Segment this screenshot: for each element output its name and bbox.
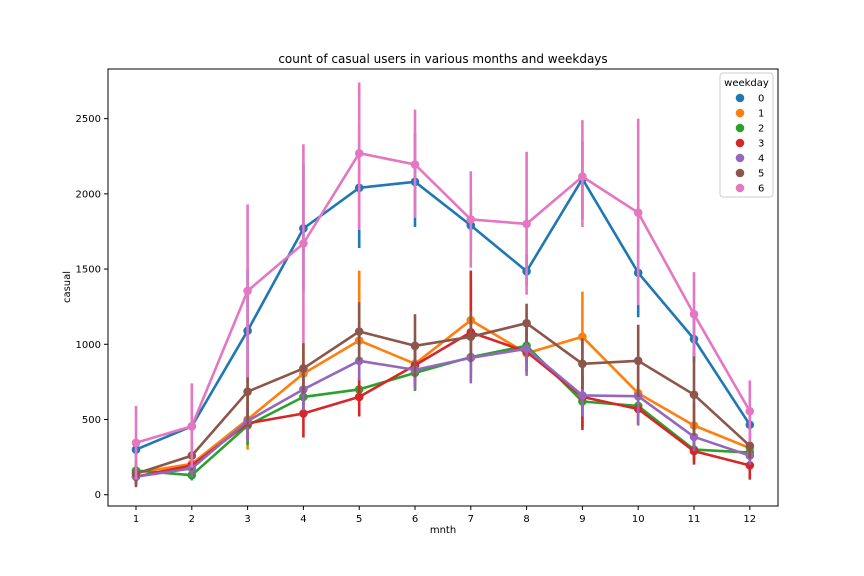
y-tick-label: 2500 [76,114,101,125]
x-tick-label: 10 [632,514,645,525]
x-tick-label: 5 [356,514,362,525]
legend-label: 2 [758,124,764,135]
data-point [243,286,252,296]
data-point [187,421,197,431]
legend-box [719,72,774,198]
data-point [466,332,476,342]
y-axis-label: casual [62,271,73,303]
chart-title: count of casual users in various months … [278,52,607,66]
y-axis: 0 500 1000 1500 2000 2500 [76,114,108,501]
data-point [578,332,587,342]
legend: weekday 0 1 2 3 4 5 6 [719,72,774,198]
y-tick-label: 1000 [76,340,101,351]
x-tick-label: 2 [189,514,195,525]
x-axis: 1 2 3 4 5 6 7 8 9 10 11 12 [133,506,756,525]
y-tick-label: 0 [95,490,101,501]
data-point [689,390,699,399]
series-line [135,321,751,475]
legend-label: 4 [758,154,764,165]
plot-area [107,68,779,507]
x-tick-label: 4 [300,514,306,525]
x-tick-label: 9 [579,514,585,525]
data-point [354,327,364,336]
data-point [633,208,643,217]
data-point [466,215,476,224]
x-axis-label: mnth [430,525,456,536]
y-tick-label: 2000 [76,189,101,200]
data-point [578,359,587,369]
legend-marker [735,123,745,133]
series-5 [131,302,755,488]
data-point [410,341,420,351]
y-tick-label: 500 [82,415,101,426]
y-tick-label: 1500 [76,265,101,276]
data-point [410,160,420,169]
series-line [135,177,751,451]
data-point [745,461,755,470]
legend-title: weekday [724,78,769,89]
series-line [135,318,751,475]
x-tick-label: 1 [133,514,139,525]
data-point [578,172,587,181]
data-point [689,309,699,319]
data-point [689,432,699,442]
data-point [299,364,308,373]
legend-marker [735,183,745,193]
series-3 [131,270,755,486]
data-point [578,391,587,400]
legend-items: 0 1 2 3 4 5 6 [735,93,764,195]
series-line [135,347,751,478]
legend-marker [735,168,745,178]
legend-label: 1 [758,109,764,120]
data-point [745,441,755,451]
data-point [131,438,141,448]
data-point [522,318,531,328]
legend-label: 5 [758,169,764,180]
data-point [243,387,252,396]
x-tick-label: 8 [523,514,529,525]
data-point [522,219,531,229]
legend-label: 3 [758,139,764,150]
x-tick-label: 12 [743,514,756,525]
data-point [633,356,643,366]
legend-marker [735,138,745,148]
data-point [299,239,308,248]
x-tick-label: 11 [688,514,701,525]
data-point [299,409,308,418]
series-line [135,151,751,445]
legend-label: 0 [758,94,764,105]
legend-marker [735,108,745,118]
legend-marker [735,153,745,163]
series-6 [131,82,755,480]
series-2 [131,327,755,481]
data-point [745,406,755,416]
data-point [522,344,531,354]
x-tick-label: 7 [468,514,474,525]
series-layer [131,82,755,488]
legend-label: 6 [758,184,764,195]
data-point [354,148,364,158]
legend-marker [735,93,745,103]
data-point [354,392,364,402]
x-tick-label: 6 [412,514,418,525]
x-tick-label: 3 [244,514,250,525]
